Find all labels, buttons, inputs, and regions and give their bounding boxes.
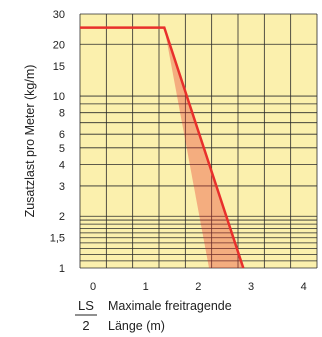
y-tick-label: 2	[59, 211, 65, 223]
y-tick-label: 4	[59, 159, 65, 171]
y-tick-label: 6	[59, 129, 65, 141]
y-tick-label: 30	[53, 9, 65, 21]
y-tick-label: 1	[59, 263, 65, 275]
y-tick-label: 8	[59, 108, 65, 120]
x-tick-label: 3	[248, 281, 254, 293]
x-tick-label: 4	[301, 281, 307, 293]
y-tick-label: 20	[53, 39, 65, 51]
x-axis-title-line1: Maximale freitragende	[108, 299, 232, 313]
ls-label-top: LS	[78, 298, 94, 313]
x-tick-labels: 0 1 2 3 4	[90, 281, 307, 293]
y-tick-label: 1,5	[50, 233, 65, 245]
y-tick-label: 15	[53, 61, 65, 73]
y-axis-title: Zusatzlast pro Meter (kg/m)	[23, 65, 37, 218]
y-tick-label: 3	[59, 181, 65, 193]
y-tick-label: 5	[59, 143, 65, 155]
x-tick-label: 1	[143, 281, 149, 293]
y-tick-label: 10	[53, 91, 65, 103]
x-axis-title-line2: Länge (m)	[108, 319, 165, 333]
ls-label-bottom: 2	[82, 318, 89, 333]
y-tick-labels: 1 1,5 2 3 4 5 6 8 10 15 20 30	[50, 9, 65, 275]
x-tick-label: 2	[195, 281, 201, 293]
x-tick-label: 0	[90, 281, 96, 293]
